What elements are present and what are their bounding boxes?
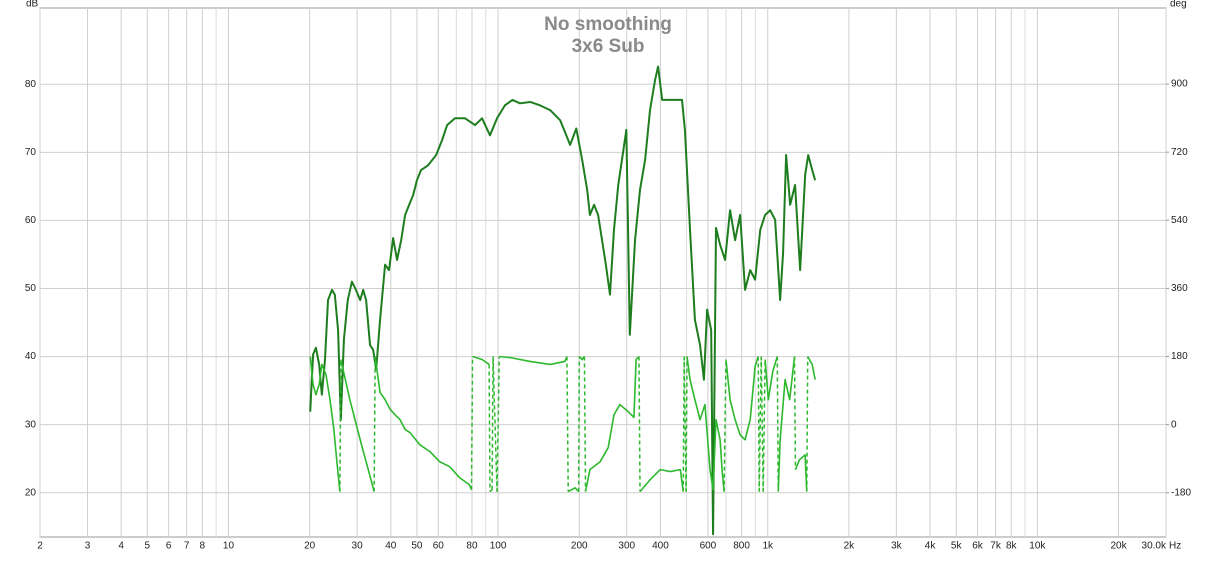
phase-wrap bbox=[577, 356, 581, 492]
y2-tick-label: 180 bbox=[1171, 351, 1188, 362]
y2-tick-label: 0 bbox=[1171, 419, 1177, 430]
marks bbox=[309, 65, 817, 536]
x-tick-label: 8 bbox=[200, 541, 206, 552]
x-tick-label: 200 bbox=[571, 541, 588, 552]
x-tick-label: 20k bbox=[1110, 541, 1127, 552]
y2-unit: deg bbox=[1170, 0, 1187, 10]
x-tick-label: 400 bbox=[652, 541, 669, 552]
grid bbox=[39, 8, 1167, 537]
y2-tick-label: 360 bbox=[1171, 283, 1188, 294]
x-tick-label: 5 bbox=[145, 541, 151, 552]
x-tick-label: 10 bbox=[223, 541, 235, 552]
chart-subtitle: 3x6 Sub bbox=[572, 36, 645, 57]
y-tick-label: 70 bbox=[25, 147, 37, 158]
phase-wrap bbox=[470, 356, 474, 490]
phase-line bbox=[584, 355, 640, 492]
x-tick-label: 4 bbox=[118, 541, 124, 552]
x-tick-label: 3 bbox=[85, 541, 91, 552]
x-tick-label: 20 bbox=[304, 541, 316, 552]
x-tick-label: 7k bbox=[990, 541, 1002, 552]
phase-line bbox=[578, 355, 586, 361]
phase-line bbox=[374, 356, 473, 491]
x-tick-label: 4k bbox=[925, 541, 937, 552]
phase-line bbox=[567, 487, 580, 493]
phase-wrap bbox=[723, 359, 727, 492]
phase-line bbox=[764, 356, 779, 401]
x-tick-label: 6 bbox=[166, 541, 172, 552]
phase-line bbox=[807, 356, 816, 380]
phase-wrap bbox=[373, 356, 376, 492]
phase-line bbox=[309, 356, 341, 492]
phase-wrap bbox=[793, 356, 797, 470]
phase-line bbox=[499, 355, 568, 366]
x-tick-label: 2 bbox=[37, 541, 43, 552]
x-tick-label: 7 bbox=[184, 541, 190, 552]
y2-tick-label: 540 bbox=[1171, 215, 1188, 226]
x-tick-label: 800 bbox=[733, 541, 750, 552]
phase-line bbox=[472, 355, 490, 366]
phase-line bbox=[340, 359, 375, 492]
y2-tick-label: -180 bbox=[1171, 487, 1191, 498]
x-tick-label: 1k bbox=[762, 541, 774, 552]
x-tick-label: 2k bbox=[844, 541, 856, 552]
phase-wrap bbox=[488, 364, 491, 492]
phase-line bbox=[686, 356, 725, 492]
y2-tick-label: 720 bbox=[1171, 147, 1188, 158]
x-tick-label: 5k bbox=[951, 541, 963, 552]
y-tick-label: 80 bbox=[25, 79, 37, 90]
y-tick-label: 20 bbox=[25, 487, 37, 498]
y-tick-label: 40 bbox=[25, 351, 37, 362]
x-tick-label: 10k bbox=[1029, 541, 1046, 552]
x-tick-label: 600 bbox=[700, 541, 717, 552]
phase-wrap bbox=[685, 356, 688, 492]
x-tick-label: 8k bbox=[1006, 541, 1018, 552]
x-tick-label: 30.0k bbox=[1142, 541, 1167, 552]
y-tick-label: 50 bbox=[25, 283, 37, 294]
phase-wrap bbox=[496, 356, 501, 492]
y2-tick-label: 900 bbox=[1171, 79, 1188, 90]
phase-wrap bbox=[566, 356, 569, 492]
x-unit: Hz bbox=[1169, 541, 1181, 552]
magnitude-line bbox=[309, 65, 817, 536]
phase-wrap bbox=[583, 356, 587, 492]
x-tick-label: 60 bbox=[433, 541, 445, 552]
chart-title: No smoothing bbox=[544, 14, 672, 35]
phase-line bbox=[777, 356, 796, 492]
x-tick-label: 50 bbox=[411, 541, 423, 552]
phase-wrap bbox=[492, 356, 498, 492]
phase-line bbox=[489, 489, 493, 493]
phase-wrap bbox=[806, 356, 809, 492]
x-tick-label: 80 bbox=[466, 541, 478, 552]
x-tick-label: 40 bbox=[385, 541, 397, 552]
x-tick-label: 300 bbox=[618, 541, 635, 552]
phase-wrap bbox=[776, 356, 779, 492]
x-tick-label: 3k bbox=[891, 541, 903, 552]
x-tick-label: 6k bbox=[972, 541, 984, 552]
phase-line bbox=[794, 454, 808, 492]
phase-wrap bbox=[339, 359, 342, 492]
y-tick-label: 60 bbox=[25, 215, 37, 226]
phase-wrap bbox=[638, 356, 641, 492]
y-tick-label: 30 bbox=[25, 419, 37, 430]
plot-area bbox=[39, 7, 1167, 538]
x-tick-label: 100 bbox=[490, 541, 507, 552]
x-tick-label: 30 bbox=[352, 541, 364, 552]
phase-line bbox=[725, 356, 759, 441]
phase-line bbox=[639, 468, 685, 493]
phase-wrap bbox=[762, 359, 766, 492]
phase-wrap bbox=[491, 356, 494, 490]
y-unit: dB bbox=[26, 0, 39, 10]
